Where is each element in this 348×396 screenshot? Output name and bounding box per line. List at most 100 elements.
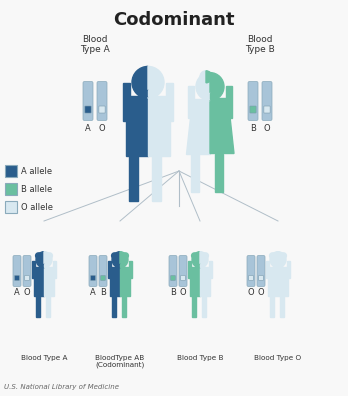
Circle shape [270, 253, 275, 259]
Bar [36, 295, 40, 316]
Text: B: B [100, 288, 106, 297]
Wedge shape [270, 252, 278, 268]
Text: Blood Type O: Blood Type O [254, 355, 302, 361]
Bar [200, 264, 204, 267]
Bar [142, 89, 148, 96]
Bar [32, 261, 35, 278]
Bar [148, 96, 170, 156]
Bar [192, 295, 196, 316]
Bar [123, 83, 130, 121]
Bar [129, 261, 132, 278]
FancyBboxPatch shape [5, 165, 17, 177]
Bar [120, 264, 124, 267]
Text: Blood
Type B: Blood Type B [245, 34, 275, 54]
Text: O: O [258, 288, 264, 297]
Circle shape [192, 253, 197, 259]
FancyBboxPatch shape [85, 106, 91, 113]
Text: O: O [264, 124, 270, 133]
Text: B: B [250, 124, 256, 133]
Wedge shape [206, 71, 212, 83]
Circle shape [47, 253, 53, 259]
FancyBboxPatch shape [5, 183, 17, 195]
FancyBboxPatch shape [250, 106, 256, 113]
Bar [116, 264, 120, 267]
Bar [129, 156, 138, 201]
Wedge shape [36, 252, 44, 268]
Bar [205, 93, 210, 99]
Bar [152, 156, 161, 201]
Bar [200, 267, 210, 295]
Text: A allele: A allele [21, 166, 52, 175]
Text: O: O [24, 288, 30, 297]
Bar [190, 267, 200, 295]
FancyBboxPatch shape [169, 255, 177, 286]
Circle shape [112, 253, 117, 259]
FancyBboxPatch shape [97, 82, 107, 120]
Text: A: A [90, 288, 96, 297]
Bar [188, 261, 191, 278]
FancyBboxPatch shape [248, 82, 258, 120]
Text: O allele: O allele [21, 202, 53, 211]
FancyBboxPatch shape [90, 276, 95, 280]
Bar [126, 96, 148, 156]
Wedge shape [196, 72, 210, 101]
Wedge shape [278, 252, 286, 268]
Text: A: A [85, 124, 91, 133]
Bar [287, 261, 290, 278]
FancyBboxPatch shape [248, 276, 253, 280]
Bar [120, 267, 130, 295]
Bar [210, 93, 215, 99]
Text: O: O [99, 124, 105, 133]
Bar [108, 261, 111, 278]
Bar [226, 86, 232, 118]
Circle shape [35, 253, 41, 259]
Bar [196, 264, 200, 267]
Wedge shape [132, 67, 148, 98]
FancyBboxPatch shape [181, 276, 185, 280]
Wedge shape [44, 252, 52, 268]
FancyBboxPatch shape [171, 276, 175, 280]
FancyBboxPatch shape [259, 276, 263, 280]
Polygon shape [186, 99, 210, 154]
FancyBboxPatch shape [89, 255, 97, 286]
Wedge shape [120, 252, 128, 268]
Bar [278, 264, 282, 267]
Bar [280, 295, 284, 316]
Text: Codominant: Codominant [113, 11, 235, 29]
Polygon shape [210, 99, 234, 154]
Bar [53, 261, 56, 278]
Bar [202, 295, 206, 316]
Text: BloodType AB
(Codominant): BloodType AB (Codominant) [95, 355, 145, 369]
Circle shape [123, 253, 128, 259]
Circle shape [203, 253, 208, 259]
Text: Blood
Type A: Blood Type A [80, 34, 110, 54]
Bar [215, 154, 223, 192]
Bar [44, 264, 48, 267]
Text: B allele: B allele [21, 185, 52, 194]
FancyBboxPatch shape [83, 82, 93, 120]
Wedge shape [192, 252, 200, 268]
Bar [46, 295, 50, 316]
Bar [110, 267, 120, 295]
Wedge shape [200, 252, 208, 268]
Bar [44, 267, 54, 295]
Wedge shape [148, 67, 164, 98]
FancyBboxPatch shape [101, 276, 105, 280]
FancyBboxPatch shape [257, 255, 265, 286]
Text: U.S. National Library of Medicine: U.S. National Library of Medicine [4, 384, 119, 390]
FancyBboxPatch shape [23, 255, 31, 286]
Wedge shape [200, 71, 206, 83]
FancyBboxPatch shape [262, 82, 272, 120]
FancyBboxPatch shape [247, 255, 255, 286]
Text: O: O [180, 288, 186, 297]
FancyBboxPatch shape [5, 201, 17, 213]
Bar [122, 295, 126, 316]
FancyBboxPatch shape [99, 106, 105, 113]
FancyBboxPatch shape [264, 106, 270, 113]
Text: B: B [170, 288, 176, 297]
Text: O: O [248, 288, 254, 297]
Bar [166, 83, 173, 121]
Bar [266, 261, 269, 278]
Text: Blood Type B: Blood Type B [177, 355, 223, 361]
FancyBboxPatch shape [15, 276, 19, 280]
